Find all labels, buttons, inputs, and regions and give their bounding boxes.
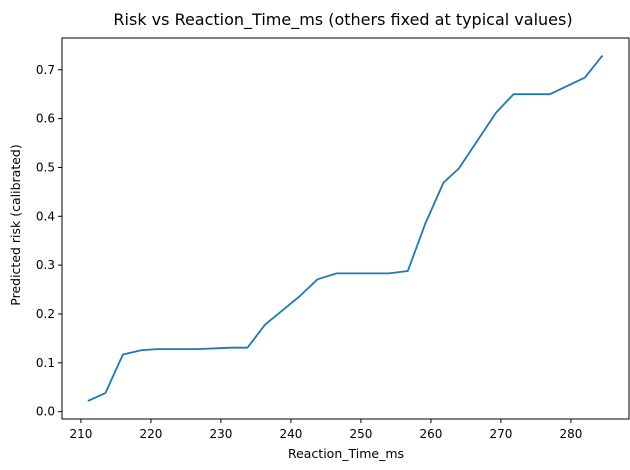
y-tick-label: 0.3: [36, 258, 55, 272]
y-axis: 0.0 0.1 0.2 0.3 0.4 0.5 0.6 0.7: [36, 63, 62, 419]
x-tick-label: 270: [489, 427, 512, 441]
y-tick-label: 0.2: [36, 307, 55, 321]
x-tick-label: 260: [419, 427, 442, 441]
y-tick-label: 0.6: [36, 112, 55, 126]
x-tick-label: 250: [349, 427, 372, 441]
plot-frame: [61, 37, 630, 420]
chart-title: Risk vs Reaction_Time_ms (others fixed a…: [113, 10, 572, 30]
y-tick-label: 0.0: [36, 405, 55, 419]
y-axis-label: Predicted risk (calibrated): [8, 144, 23, 305]
x-tick-label: 280: [559, 427, 582, 441]
y-tick-label: 0.1: [36, 356, 55, 370]
x-tick-label: 240: [279, 427, 302, 441]
x-tick-label: 210: [69, 427, 92, 441]
y-tick-label: 0.4: [36, 209, 55, 223]
x-axis-label: Reaction_Time_ms: [288, 446, 404, 461]
x-tick-label: 220: [139, 427, 162, 441]
y-tick-label: 0.7: [36, 63, 55, 77]
x-axis: 210 220 230 240 250 260 270 280: [69, 419, 582, 441]
y-tick-label: 0.5: [36, 160, 55, 174]
x-tick-label: 230: [209, 427, 232, 441]
plot-area: [61, 37, 630, 420]
series-line-0: [87, 55, 604, 402]
